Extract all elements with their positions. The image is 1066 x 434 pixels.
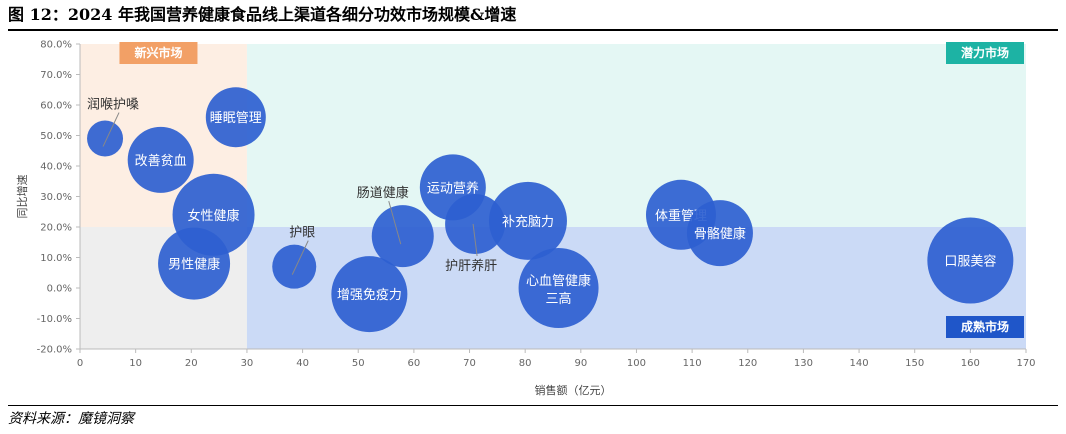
y-tick-label: 60.0% — [40, 101, 72, 112]
y-tick-label: -10.0% — [37, 314, 72, 325]
bubble-label-outside: 护眼 — [289, 226, 315, 241]
bubble-point — [488, 181, 567, 260]
quadrant-tag-label: 潜力市场 — [961, 45, 1009, 60]
bubble-point — [331, 256, 408, 333]
source-note: 资料来源：魔镜洞察 — [8, 411, 134, 427]
label-leader-line — [291, 240, 309, 275]
bubble-label: 睡眠管理 — [210, 111, 262, 126]
y-tick-label: 30.0% — [40, 192, 72, 203]
bubble-point — [127, 126, 194, 193]
y-tick-label: 70.0% — [40, 70, 72, 81]
figure-title: 图 12：2024 年我国营养健康食品线上渠道各细分功效市场规模&增速 — [8, 5, 517, 24]
bubble-point — [87, 120, 124, 157]
bubble-point — [686, 200, 753, 267]
x-tick-label: 80 — [519, 358, 532, 369]
y-tick-label: -20.0% — [37, 345, 72, 356]
x-tick-label: 10 — [129, 358, 142, 369]
bubble-label: 改善贫血 — [135, 153, 187, 169]
x-axis-title: 销售额（亿元） — [535, 383, 612, 397]
quadrant-tag-label: 成熟市场 — [961, 319, 1009, 334]
bottom-rule — [8, 405, 1058, 406]
y-tick-label: 10.0% — [40, 253, 72, 264]
bubble-label-line: 三高 — [546, 291, 572, 307]
x-tick-label: 20 — [185, 358, 198, 369]
bubble-point — [158, 227, 231, 300]
x-tick-label: 170 — [1016, 358, 1035, 369]
bubble-label: 口服美容 — [944, 254, 996, 270]
bubble-label: 女性健康 — [188, 208, 240, 224]
bubble-point — [371, 205, 434, 268]
x-tick-label: 50 — [352, 358, 365, 369]
quadrant-tag-box — [946, 42, 1024, 64]
bubble-point — [927, 217, 1014, 304]
bubble-label-line: 心血管健康 — [526, 273, 591, 289]
x-tick-label: 0 — [77, 358, 83, 369]
label-leader-line — [102, 112, 120, 147]
x-tick-label: 70 — [463, 358, 476, 369]
bubble-label: 男性健康 — [168, 257, 220, 273]
y-axis-title: 同比增速 — [15, 175, 29, 219]
label-leader-line — [472, 223, 478, 257]
x-tick-label: 30 — [241, 358, 254, 369]
x-tick-label: 140 — [850, 358, 869, 369]
bubble-chart: 80.0% 70.0% 60.0% 50.0% 40.0% 30.0% 20.0% 10.0%… — [15, 40, 1036, 398]
x-tick-label: 60 — [408, 358, 421, 369]
y-tick-label: 20.0% — [40, 223, 72, 234]
bubble-label: 补充脑力 — [502, 214, 554, 230]
bubble-label-outside: 肠道健康 — [357, 185, 409, 201]
x-tick-label: 160 — [961, 358, 980, 369]
label-leader-line — [388, 201, 402, 245]
top-rule — [8, 29, 1058, 31]
bubble-label: 运动营养 — [427, 180, 479, 196]
quadrant-tag-label: 新兴市场 — [134, 45, 182, 60]
x-tick-label: 110 — [683, 358, 702, 369]
bubble-label-outside: 护肝养肝 — [445, 258, 497, 274]
y-tick-label: 50.0% — [40, 131, 72, 142]
x-tick-label: 90 — [574, 358, 587, 369]
x-tick-label: 100 — [627, 358, 646, 369]
quadrant-bg-potential — [246, 44, 1027, 227]
y-tick-label: 40.0% — [40, 162, 72, 173]
bubble-point — [205, 87, 266, 148]
bubble-label: 骨骼健康 — [694, 226, 746, 242]
x-tick-label: 120 — [738, 358, 757, 369]
x-tick-label: 130 — [794, 358, 813, 369]
bubble-point — [445, 193, 506, 254]
bubble-label-outside: 润喉护嗓 — [87, 98, 139, 113]
y-tick-label: 80.0% — [40, 40, 72, 51]
y-tick-label: 0.0% — [47, 284, 72, 295]
x-tick-label: 40 — [296, 358, 309, 369]
bubble-point — [518, 248, 599, 328]
bubble-point — [272, 244, 317, 289]
x-tick-label: 150 — [905, 358, 924, 369]
quadrant-tag-box — [119, 42, 198, 64]
quadrant-tag-box — [946, 316, 1024, 338]
bubble-label: 增强免疫力 — [337, 287, 402, 303]
